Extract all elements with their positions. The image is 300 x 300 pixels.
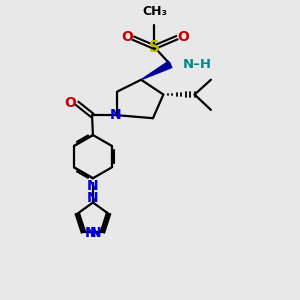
Text: N: N <box>87 178 99 193</box>
Text: S: S <box>149 40 160 55</box>
Text: O: O <box>121 30 133 44</box>
Text: CH₃: CH₃ <box>142 4 167 18</box>
Text: O: O <box>65 95 76 110</box>
Text: N: N <box>110 108 122 122</box>
Text: O: O <box>177 30 189 44</box>
Text: N: N <box>87 191 99 205</box>
Text: N–H: N–H <box>183 58 212 71</box>
Polygon shape <box>141 61 172 80</box>
Text: N: N <box>89 226 101 240</box>
Text: N: N <box>85 226 97 240</box>
